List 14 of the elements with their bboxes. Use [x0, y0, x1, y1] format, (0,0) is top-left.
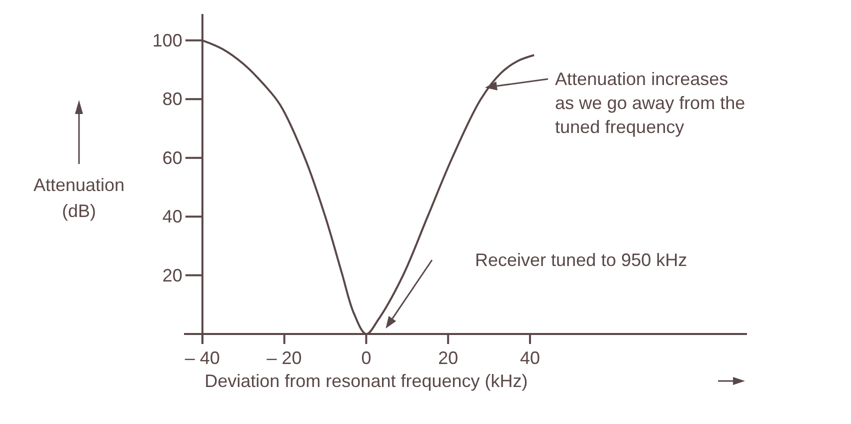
y-tick-label: 40 — [162, 206, 182, 227]
x-tick-label: 40 — [520, 348, 540, 368]
y-axis-title: Attenuation (dB) — [33, 175, 125, 221]
x-tick-label: – 20 — [266, 348, 302, 368]
x-axis-title: Deviation from resonant frequency (kHz) — [204, 371, 528, 391]
x-tick-label: 0 — [361, 348, 372, 368]
annotation: Attenuation increases as we go away from the tuned frequency — [555, 69, 746, 137]
x-tick-label: 20 — [438, 348, 458, 368]
y-tick-label: 60 — [162, 148, 182, 168]
annotation: Receiver tuned to 950 kHz — [475, 250, 688, 270]
y-tick-label: 20 — [162, 265, 182, 286]
y-tick-label: 100 — [152, 30, 182, 50]
y-tick-label: 80 — [162, 89, 182, 110]
x-tick-label: – 40 — [184, 348, 220, 368]
